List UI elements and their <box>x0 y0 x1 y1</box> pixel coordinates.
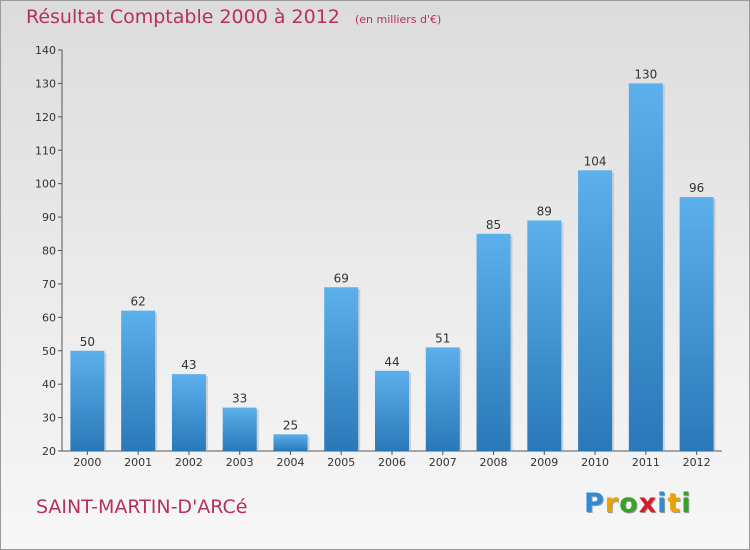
x-tick-label: 2010 <box>581 456 609 469</box>
x-tick-label: 2011 <box>632 456 660 469</box>
x-tick-label: 2002 <box>175 456 203 469</box>
bar <box>273 434 308 451</box>
y-tick-label: 20 <box>42 445 56 458</box>
data-label: 85 <box>486 218 501 232</box>
data-label: 25 <box>283 418 298 432</box>
y-tick-label: 40 <box>42 378 56 391</box>
data-label: 89 <box>537 204 552 218</box>
y-tick-label: 130 <box>35 77 56 90</box>
bar <box>425 347 460 451</box>
bar <box>324 287 359 451</box>
x-tick-label: 2006 <box>378 456 406 469</box>
bar <box>628 83 663 452</box>
y-tick-label: 110 <box>35 144 56 157</box>
data-label: 130 <box>634 67 657 81</box>
data-label: 51 <box>435 331 450 345</box>
logo-letter: i <box>681 488 692 519</box>
data-label: 96 <box>689 181 704 195</box>
y-tick-label: 60 <box>42 311 56 324</box>
logo-letter: t <box>667 488 682 519</box>
labels-layer: 2000 50 2001 62 2002 43 2003 33 2004 25 2005 69 2006… <box>73 67 710 469</box>
y-tick-label: 50 <box>42 345 56 358</box>
x-tick-label: 2001 <box>124 456 152 469</box>
data-label: 104 <box>584 154 607 168</box>
bar <box>222 407 257 451</box>
data-label: 44 <box>384 355 399 369</box>
chart-title-block: Résultat Comptable 2000 à 2012 (en milli… <box>26 6 441 28</box>
data-label: 62 <box>131 295 146 309</box>
y-tick-label: 80 <box>42 245 56 258</box>
logo-letter: o <box>619 488 639 519</box>
data-label: 33 <box>232 392 247 406</box>
bar <box>70 350 105 451</box>
bar <box>121 310 156 451</box>
logo-letter: P <box>584 488 605 519</box>
y-tick-label: 100 <box>35 178 56 191</box>
x-tick-label: 2007 <box>429 456 457 469</box>
data-label: 43 <box>181 358 196 372</box>
x-tick-label: 2000 <box>73 456 101 469</box>
logo-letter: x <box>638 488 658 519</box>
bars-layer <box>70 83 716 452</box>
logo-letter: r <box>604 488 620 519</box>
x-tick-label: 2009 <box>530 456 558 469</box>
x-tick-label: 2012 <box>683 456 711 469</box>
bar <box>578 170 613 452</box>
proxiti-logo: Proxiti <box>584 488 692 519</box>
bar <box>375 370 409 451</box>
x-tick-label: 2003 <box>226 456 254 469</box>
bar <box>171 374 206 451</box>
x-tick-label: 2005 <box>327 456 355 469</box>
data-label: 69 <box>334 271 349 285</box>
y-tick-label: 70 <box>42 278 56 291</box>
bar <box>527 220 562 451</box>
chart-title: Résultat Comptable 2000 à 2012 <box>26 6 340 28</box>
axis-layer: 20 30 40 50 60 70 80 90 100 110 120 130 140 <box>35 44 722 458</box>
y-tick-label: 120 <box>35 111 56 124</box>
y-tick-label: 140 <box>35 44 56 57</box>
logo-letter: i <box>657 488 668 519</box>
chart-subtitle: (en milliers d'€) <box>354 13 442 26</box>
commune-name: SAINT-MARTIN-D'ARCé <box>36 496 248 518</box>
bar <box>679 197 714 451</box>
y-tick-label: 30 <box>42 412 56 425</box>
x-tick-label: 2008 <box>480 456 508 469</box>
bar <box>476 233 511 451</box>
data-label: 50 <box>80 335 95 349</box>
y-tick-label: 90 <box>42 211 56 224</box>
x-tick-label: 2004 <box>276 456 304 469</box>
